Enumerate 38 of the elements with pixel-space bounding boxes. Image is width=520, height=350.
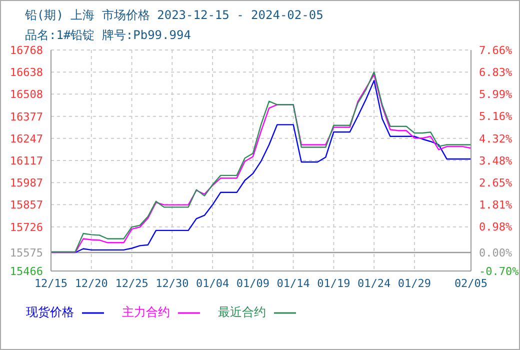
chart-subtitle: 品名:1#铅锭 牌号:Pb99.994 <box>25 27 191 44</box>
x-tick-label: 01/09 <box>236 276 270 290</box>
y-tick-label: 16508 <box>10 88 43 102</box>
y2-tick-label: 3.48% <box>479 154 512 168</box>
x-tick-label: 01/19 <box>317 276 350 290</box>
y2-tick-label: 0.00% <box>479 246 512 260</box>
y2-tick-label: 2.65% <box>479 176 512 190</box>
y-tick-label: 15987 <box>10 176 43 190</box>
legend-label: 最近合约 <box>218 304 267 321</box>
y-tick-label: 16377 <box>10 110 43 124</box>
x-tick-label: 01/29 <box>398 276 432 290</box>
x-tick-label: 01/24 <box>358 276 392 290</box>
y2-tick-label: 6.83% <box>479 66 512 79</box>
y2-tick-label: 5.16% <box>479 110 512 124</box>
y2-tick-label: 7.66% <box>479 44 512 57</box>
legend-label: 现货价格 <box>26 304 75 321</box>
y-tick-label: 16117 <box>10 154 43 168</box>
x-tick-label: 02/05 <box>454 276 488 290</box>
y-tick-label: 16768 <box>10 44 43 57</box>
x-tick-label: 12/15 <box>34 276 68 290</box>
legend-label: 主力合约 <box>122 304 171 321</box>
y2-tick-label: 0.98% <box>479 220 512 234</box>
x-tick-label: 12/25 <box>115 276 148 290</box>
chart-title: 铅(期) 上海 市场价格 2023-12-15 - 2024-02-05 <box>25 7 324 24</box>
x-tick-label: 01/04 <box>196 276 230 290</box>
y2-tick-label: 1.81% <box>479 198 512 212</box>
y2-tick-label: 5.99% <box>479 88 512 102</box>
x-tick-label: 12/20 <box>74 276 108 290</box>
y-tick-label: 15726 <box>10 220 43 234</box>
y-tick-label: 16247 <box>10 132 43 146</box>
y-tick-label: 16638 <box>10 66 43 80</box>
x-tick-label: 12/30 <box>156 276 189 290</box>
y-tick-label: 15466 <box>10 265 43 278</box>
x-tick-label: 01/14 <box>276 276 310 290</box>
y2-tick-label: -0.70% <box>479 265 520 278</box>
y-tick-label: 15857 <box>10 198 43 212</box>
y-tick-label: 15575 <box>10 246 43 260</box>
y2-tick-label: 4.32% <box>479 132 512 146</box>
